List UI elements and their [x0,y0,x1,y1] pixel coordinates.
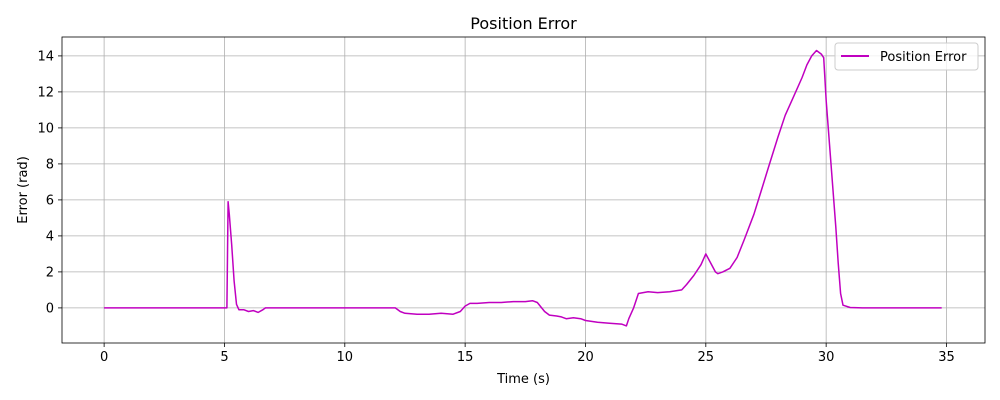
legend-label-position-error: Position Error [880,50,967,65]
y-tick-label: 2 [46,265,54,280]
y-tick-label: 10 [37,121,54,136]
y-tick-label: 0 [46,301,54,316]
x-tick-label: 0 [100,350,108,365]
y-tick-label: 8 [46,157,54,172]
grid-lines [62,37,985,343]
y-tick-label: 6 [46,193,54,208]
x-tick-label: 20 [577,350,594,365]
y-tick-label: 14 [37,49,54,64]
x-tick-label: 30 [818,350,835,365]
y-axis-label: Error (rad) [16,156,31,224]
y-tick-label: 4 [46,229,54,244]
x-tick-label: 5 [220,350,228,365]
y-tick-label: 12 [37,85,54,100]
chart-title: Position Error [470,14,577,33]
y-axis-ticks: 0 2 4 6 8 10 12 14 [37,49,62,316]
plot-frame [61,36,986,344]
legend-box [834,42,979,71]
x-tick-label: 25 [698,350,715,365]
x-tick-label: 10 [337,350,354,365]
x-tick-label: 35 [938,350,955,365]
x-axis-ticks: 0 5 10 15 20 25 30 35 [100,343,955,365]
legend: Position Error [834,42,979,71]
x-tick-label: 15 [457,350,474,365]
x-axis-label: Time (s) [496,372,550,387]
series-layer [104,49,942,327]
series-line-position-error [104,49,942,327]
